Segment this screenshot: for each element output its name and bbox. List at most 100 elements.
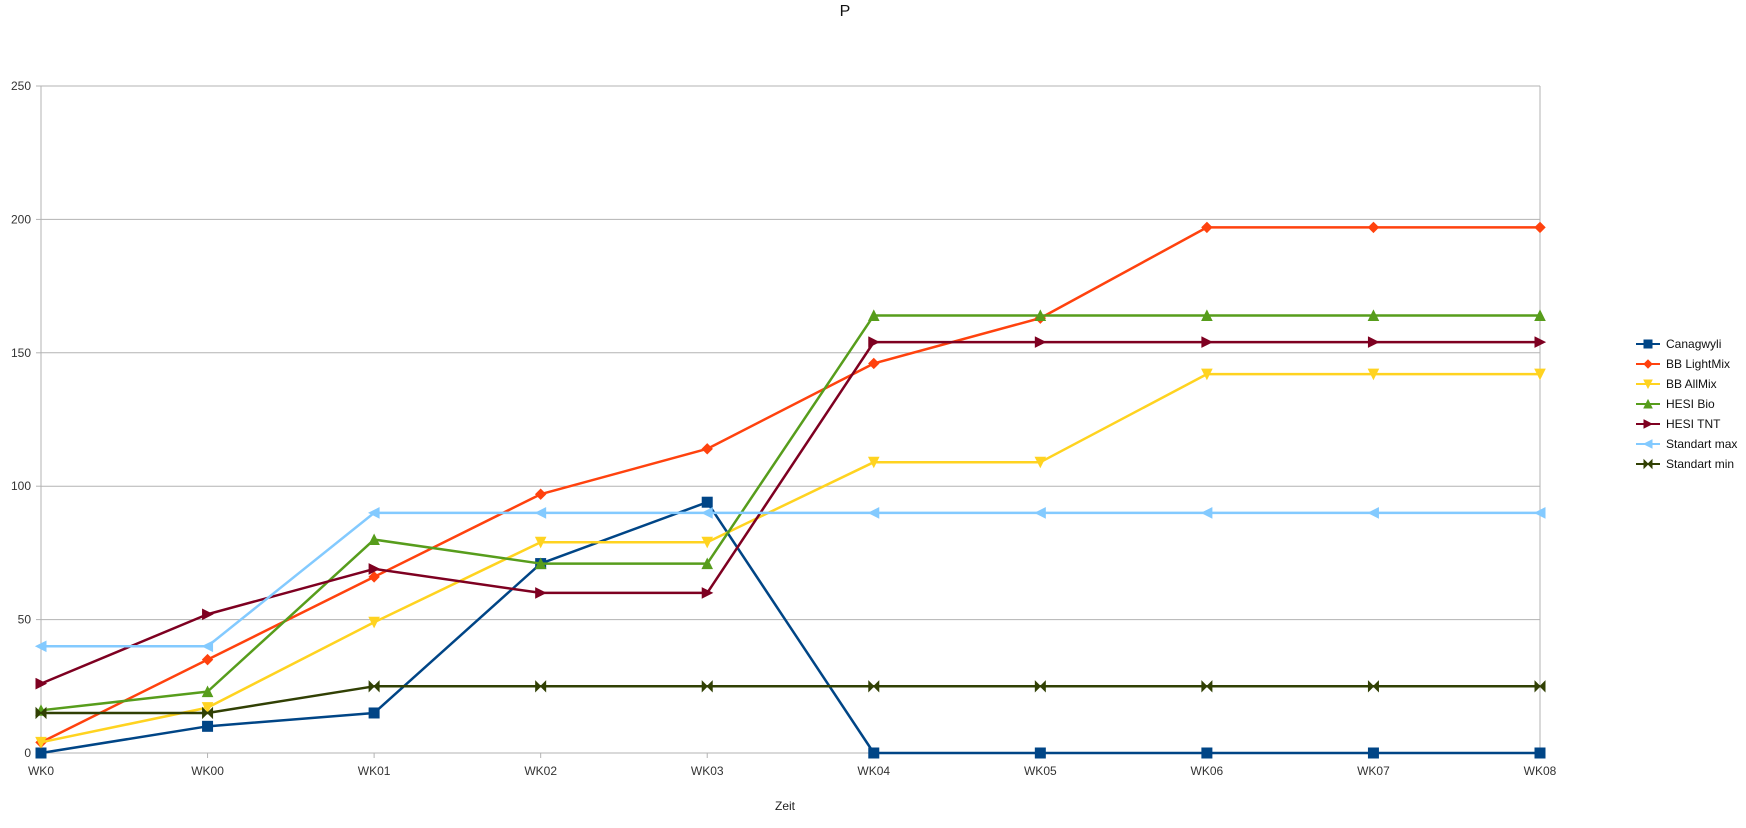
series-line xyxy=(41,685,1540,715)
series-line xyxy=(40,340,1540,685)
data-point xyxy=(1201,336,1214,348)
series-canagwyli xyxy=(35,496,1546,759)
series-standart-min xyxy=(35,680,1546,720)
data-point xyxy=(1534,221,1546,234)
legend-marker xyxy=(1643,458,1653,470)
series-bb-lightmix xyxy=(35,221,1546,749)
data-point xyxy=(201,702,214,714)
legend-item: HESI TNT xyxy=(1636,417,1721,431)
data-point xyxy=(1034,456,1047,469)
data-point xyxy=(202,720,214,732)
y-tick-label: 0 xyxy=(24,746,31,760)
series-hesi-bio xyxy=(35,309,1546,716)
data-point xyxy=(34,640,47,653)
axes xyxy=(40,86,1541,754)
legend-item: Standart max xyxy=(1636,437,1737,451)
x-tick-label: WK03 xyxy=(691,764,724,778)
data-point xyxy=(1534,747,1546,759)
data-point xyxy=(1534,368,1546,381)
data-point xyxy=(1534,680,1546,693)
data-point xyxy=(701,536,714,549)
legend-label: HESI Bio xyxy=(1666,397,1715,411)
data-point xyxy=(1367,309,1380,321)
legend-label: HESI TNT xyxy=(1666,417,1721,431)
data-point xyxy=(35,736,47,749)
data-point xyxy=(35,747,47,759)
x-tick-label: WK0 xyxy=(28,764,54,778)
x-axis-ticks: WK0 WK00 WK01 WK02 WK03 WK04 WK05 WK06 WK07 WK08 xyxy=(28,753,1557,778)
series-line xyxy=(40,372,1540,744)
data-point xyxy=(701,496,713,508)
legend-marker xyxy=(1643,379,1653,390)
data-point xyxy=(868,747,880,759)
data-point xyxy=(534,507,547,519)
data-point xyxy=(368,571,380,583)
y-tick-label: 150 xyxy=(11,346,31,360)
x-tick-label: WK05 xyxy=(1024,764,1057,778)
grid-lines xyxy=(41,85,1540,754)
data-point xyxy=(368,533,380,546)
data-point xyxy=(1201,221,1213,234)
legend-marker xyxy=(1643,339,1653,349)
legend-marker xyxy=(1642,439,1653,449)
data-point xyxy=(1367,747,1379,759)
legend-label: BB LightMix xyxy=(1666,357,1730,371)
data-point xyxy=(1034,680,1046,693)
data-point xyxy=(867,507,880,519)
legend-marker xyxy=(1643,359,1653,369)
data-point xyxy=(701,443,713,455)
x-tick-label: WK06 xyxy=(1191,764,1224,778)
data-point xyxy=(701,557,714,570)
legend-item: BB LightMix xyxy=(1636,357,1730,371)
data-point xyxy=(701,587,714,599)
data-point xyxy=(1201,747,1213,759)
data-point xyxy=(1034,747,1046,759)
data-point xyxy=(367,507,380,519)
series-line xyxy=(40,500,1540,755)
data-point xyxy=(534,557,547,570)
series-line xyxy=(40,226,1540,744)
x-tick-label: WK00 xyxy=(191,764,224,778)
data-point xyxy=(368,563,381,575)
data-point xyxy=(1201,680,1213,693)
data-point xyxy=(202,706,214,720)
legend-label: Standart max xyxy=(1666,437,1737,451)
data-point xyxy=(1201,309,1213,321)
data-point xyxy=(201,685,214,698)
legend-item: HESI Bio xyxy=(1636,397,1715,411)
series-line xyxy=(40,314,1540,712)
data-point xyxy=(701,507,713,519)
x-tick-label: WK07 xyxy=(1357,764,1390,778)
legend-marker xyxy=(1643,398,1653,409)
legend-label: Canagwyli xyxy=(1666,337,1721,351)
data-point xyxy=(1034,336,1047,348)
series-standart-max xyxy=(34,507,1546,653)
y-tick-label: 100 xyxy=(11,479,31,493)
legend-marker xyxy=(1643,419,1654,429)
data-point xyxy=(535,587,547,599)
data-point xyxy=(35,677,48,690)
data-point xyxy=(201,653,214,666)
data-point xyxy=(368,707,380,719)
legend: Canagwyli BB LightMix BB AllMix HESI Bio HES… xyxy=(1636,337,1737,471)
data-point xyxy=(867,456,880,469)
legend-label: Standart min xyxy=(1666,457,1734,471)
series-lines xyxy=(34,221,1547,759)
data-point xyxy=(868,357,880,370)
x-tick-label: WK01 xyxy=(358,764,391,778)
data-point xyxy=(1367,368,1380,381)
data-point xyxy=(867,309,880,321)
data-point xyxy=(1367,221,1380,234)
legend-item: Canagwyli xyxy=(1636,337,1721,351)
data-point xyxy=(1034,507,1046,519)
legend-label: BB AllMix xyxy=(1666,377,1717,391)
data-point xyxy=(1534,336,1547,348)
data-point xyxy=(201,640,214,653)
data-point xyxy=(1034,309,1047,321)
series-hesi-tnt xyxy=(35,336,1547,690)
data-point xyxy=(1367,507,1379,519)
series-line xyxy=(41,511,1540,648)
data-point xyxy=(202,608,214,621)
